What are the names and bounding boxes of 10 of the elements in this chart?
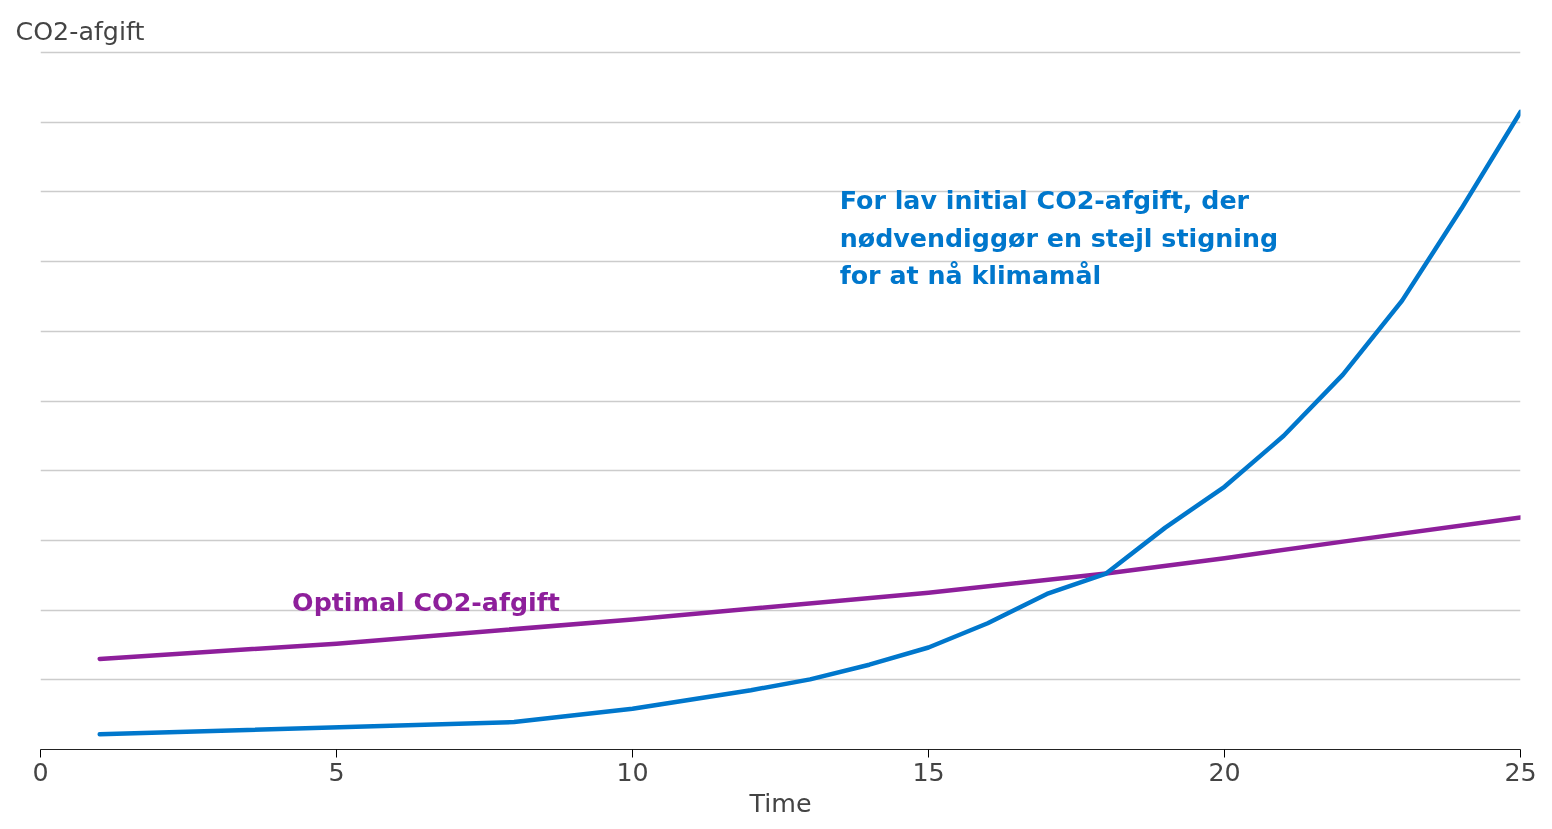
x-tick-label: 20 [1208,756,1241,787]
y-axis-title: CO2-afgift [15,15,145,46]
x-tick-label: 15 [912,756,945,787]
x-tick-label: 25 [1504,756,1537,787]
x-axis-title: Time [748,787,812,818]
x-tick-label: 0 [32,756,49,787]
text: For lav initial CO2-afgift, der nødvendiggør en stejl stigning for at nå klimamål [839,185,1279,290]
x-tick-label: 10 [616,756,649,787]
series-label: Optimal CO2-afgift [292,587,560,618]
x-tick-label: 5 [328,756,345,787]
